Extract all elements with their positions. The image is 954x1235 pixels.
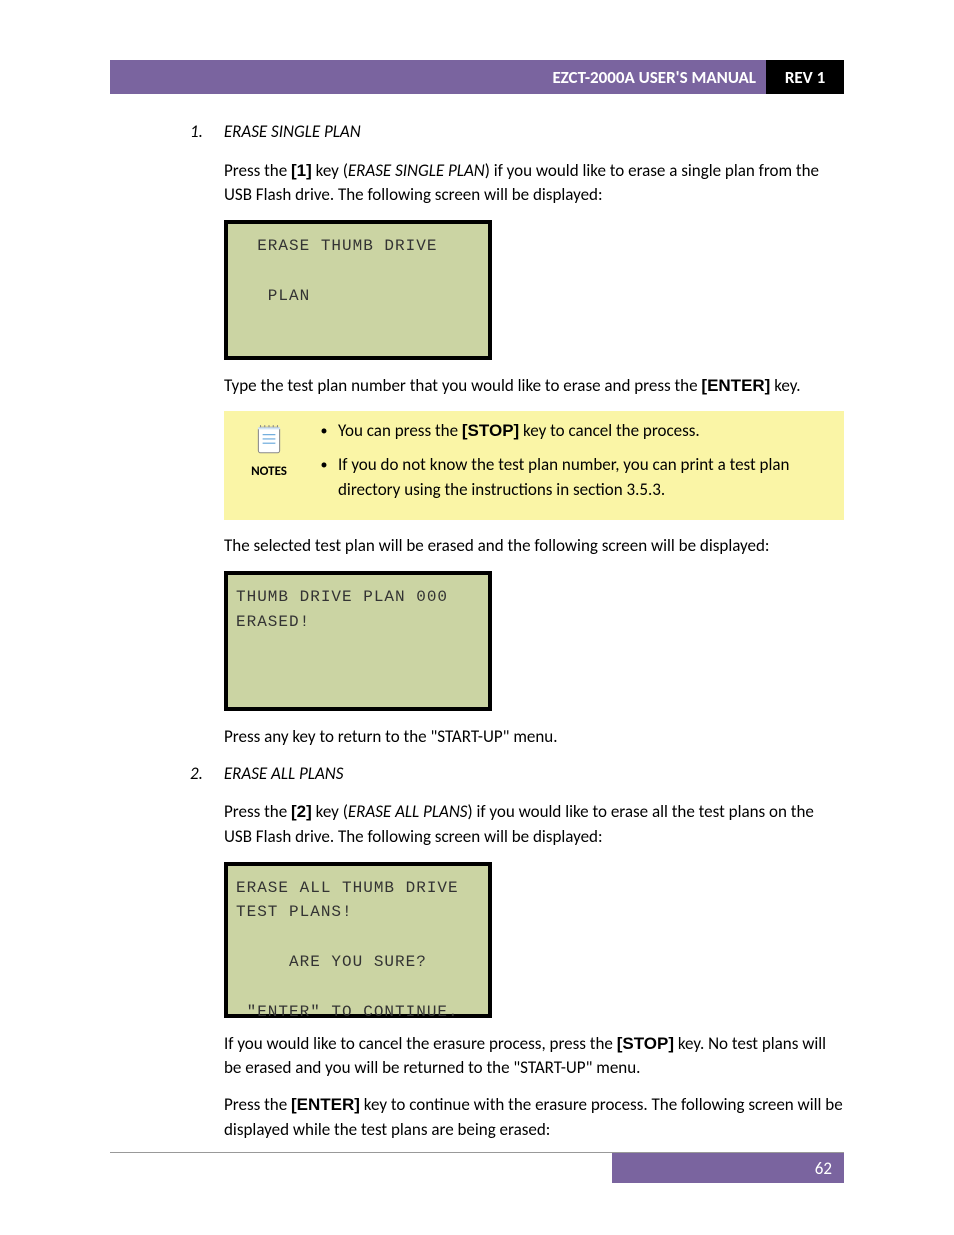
notes-list: • You can press the [STOP] key to cancel… bbox=[310, 419, 834, 513]
page-footer: 62 bbox=[110, 1152, 844, 1153]
page-number: 62 bbox=[815, 1158, 832, 1179]
bullet-icon: • bbox=[310, 453, 338, 477]
section-2-heading: 2. ERASE ALL PLANS bbox=[190, 762, 844, 787]
lcd-screen-2: THUMB DRIVE PLAN 000 ERASED! bbox=[224, 571, 492, 711]
bullet-icon: • bbox=[310, 419, 338, 443]
notes-label: NOTES bbox=[251, 463, 287, 482]
notes-item-2: • If you do not know the test plan numbe… bbox=[310, 453, 828, 502]
section-1-after-lcd2: Press any key to return to the "START-UP… bbox=[224, 725, 844, 750]
section-1-intro: Press the [1] key (ERASE SINGLE PLAN) if… bbox=[224, 159, 844, 208]
section-1-title: ERASE SINGLE PLAN bbox=[224, 121, 361, 142]
notes-item-1: • You can press the [STOP] key to cancel… bbox=[310, 419, 828, 444]
section-2-after-lcd1-b: Press the [ENTER] key to continue with t… bbox=[224, 1093, 844, 1142]
section-1-after-notes: The selected test plan will be erased an… bbox=[224, 534, 844, 559]
page-number-box: 62 bbox=[612, 1153, 844, 1183]
notes-icon-column: NOTES bbox=[234, 419, 304, 513]
lcd-screen-1: ERASE THUMB DRIVE PLAN bbox=[224, 220, 492, 360]
lcd-screen-3: ERASE ALL THUMB DRIVE TEST PLANS! ARE YO… bbox=[224, 862, 492, 1018]
notes-item-1-text: You can press the [STOP] key to cancel t… bbox=[338, 419, 828, 444]
section-2-title: ERASE ALL PLANS bbox=[224, 763, 344, 784]
section-1-heading: 1. ERASE SINGLE PLAN bbox=[190, 120, 844, 145]
section-2-intro: Press the [2] key (ERASE ALL PLANS) if y… bbox=[224, 800, 844, 849]
notepad-icon bbox=[252, 423, 286, 457]
section-1-after-lcd1: Type the test plan number that you would… bbox=[224, 374, 844, 399]
page-content: 1. ERASE SINGLE PLAN Press the [1] key (… bbox=[190, 120, 844, 1154]
notes-box: NOTES • You can press the [STOP] key to … bbox=[224, 411, 844, 521]
section-2-num: 2. bbox=[190, 762, 220, 787]
section-1-body: Press the [1] key (ERASE SINGLE PLAN) if… bbox=[224, 159, 844, 750]
section-2-after-lcd1-a: If you would like to cancel the erasure … bbox=[224, 1032, 844, 1081]
header-rev: REV 1 bbox=[766, 60, 844, 94]
page-header: EZCT-2000A USER'S MANUAL REV 1 bbox=[110, 60, 844, 94]
section-2-body: Press the [2] key (ERASE ALL PLANS) if y… bbox=[224, 800, 844, 1142]
notes-item-2-text: If you do not know the test plan number,… bbox=[338, 453, 828, 502]
manual-page: EZCT-2000A USER'S MANUAL REV 1 1. ERASE … bbox=[0, 0, 954, 1235]
section-1-num: 1. bbox=[190, 120, 220, 145]
header-title: EZCT-2000A USER'S MANUAL bbox=[110, 60, 766, 94]
